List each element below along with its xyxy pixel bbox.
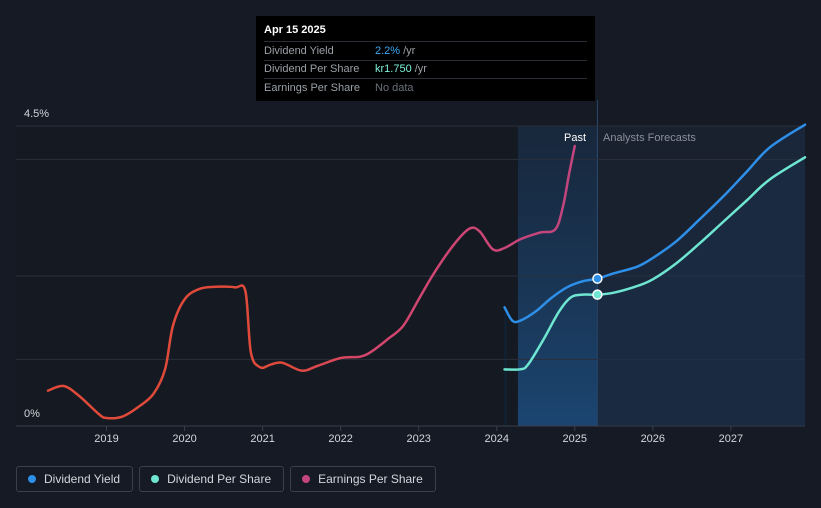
x-tick-label: 2026: [641, 433, 665, 445]
x-tick-label: 2019: [94, 433, 118, 445]
x-tick-label: 2024: [484, 433, 508, 445]
x-tick-label: 2021: [250, 433, 274, 445]
forecast-label: Analysts Forecasts: [603, 132, 696, 144]
legend-dot-icon: [28, 475, 36, 483]
tooltip-label: Earnings Per Share: [264, 81, 360, 94]
x-tick-label: 2020: [172, 433, 196, 445]
y-tick-zero: 0%: [24, 408, 40, 420]
tooltip-row-dividend-per-share: Dividend Per Share kr1.750 /yr: [264, 59, 587, 79]
x-tick-label: 2023: [406, 433, 430, 445]
tooltip-unit: /yr: [414, 63, 427, 76]
tooltip-value: 2.2%: [375, 44, 401, 57]
past-label: Past: [564, 132, 587, 144]
marker-dividend-per-share: [592, 289, 603, 300]
dividend-per-share-area: [597, 157, 805, 427]
y-tick-max: 4.5%: [24, 108, 50, 120]
tooltip-date: Apr 15 2025: [264, 24, 326, 36]
legend-dot-icon: [302, 475, 311, 483]
x-tick-label: 2025: [563, 433, 587, 445]
x-tick-label: 2027: [719, 433, 743, 445]
dividend-yield-line: [503, 123, 807, 324]
legend-label: Earnings Per Share: [318, 472, 423, 486]
tooltip-value: No data: [375, 81, 414, 94]
dividend-per-share-line: [503, 156, 807, 371]
legend-item-dividend-per-share[interactable]: Dividend Per Share: [139, 466, 285, 492]
legend-item-dividend-yield[interactable]: Dividend Yield: [16, 466, 134, 492]
tooltip-unit: /yr: [403, 44, 416, 57]
tooltip-value: kr1.750: [375, 63, 412, 76]
chart-legend: Dividend Yield Dividend Per Share Earnin…: [16, 466, 436, 492]
tooltip-label: Dividend Per Share: [264, 63, 360, 76]
x-tick-label: 2022: [328, 433, 352, 445]
tooltip-row-dividend-yield: Dividend Yield 2.2% /yr: [264, 41, 587, 60]
earnings-per-share-line: [46, 144, 577, 420]
tooltip-row-earnings-per-share: Earnings Per Share No data: [264, 78, 587, 97]
legend-dot-icon: [151, 475, 160, 483]
dividend-yield-area: [597, 124, 805, 427]
legend-label: Dividend Per Share: [167, 472, 272, 486]
legend-item-earnings-per-share[interactable]: Earnings Per Share: [290, 466, 436, 492]
tooltip-label: Dividend Yield: [264, 44, 334, 57]
marker-dividend-yield: [592, 273, 603, 284]
legend-label: Dividend Yield: [44, 472, 121, 486]
chart-tooltip: Apr 15 2025 Dividend Yield 2.2% /yr Divi…: [256, 16, 595, 101]
